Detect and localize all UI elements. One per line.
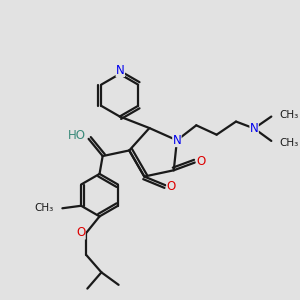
Text: CH₃: CH₃	[279, 138, 298, 148]
Text: CH₃: CH₃	[34, 203, 54, 213]
Text: N: N	[172, 134, 181, 147]
Text: O: O	[167, 180, 176, 193]
Text: O: O	[196, 155, 205, 168]
Text: CH₃: CH₃	[279, 110, 298, 120]
Text: N: N	[116, 64, 125, 77]
Text: O: O	[76, 226, 86, 239]
Text: HO: HO	[68, 129, 85, 142]
Text: N: N	[250, 122, 259, 135]
